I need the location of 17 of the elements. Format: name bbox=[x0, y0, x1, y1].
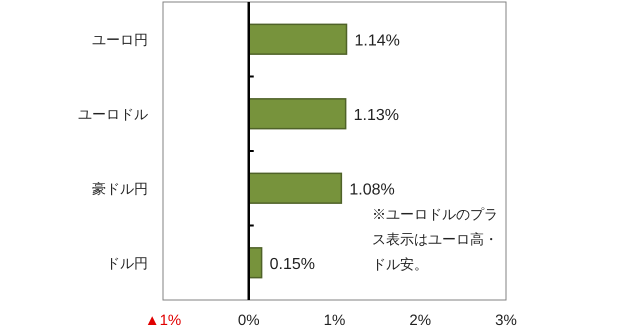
x-tick-label: 1% bbox=[324, 312, 346, 329]
data-label: 1.13% bbox=[354, 106, 400, 124]
y-tick-label: ユーロドル bbox=[78, 106, 148, 122]
bar bbox=[248, 98, 346, 130]
bar bbox=[248, 172, 342, 204]
x-tick-label: 0% bbox=[238, 312, 260, 329]
data-label: 0.15% bbox=[270, 256, 315, 273]
bar bbox=[248, 24, 348, 55]
data-label: 1.14% bbox=[354, 32, 400, 50]
y-tick-label: 豪ドル円 bbox=[92, 180, 148, 196]
x-tick-label: ▲1% bbox=[144, 312, 182, 329]
y-tick-label: ドル円 bbox=[106, 254, 148, 271]
x-tick-label: 3% bbox=[495, 312, 517, 329]
annotation: ※ユーロドルのプラス表示はユーロ高・ドル安。 bbox=[372, 206, 498, 272]
x-tick-label: 2% bbox=[409, 312, 432, 329]
data-label: 1.08% bbox=[349, 181, 395, 198]
y-tick-label: ユーロ円 bbox=[92, 31, 148, 48]
